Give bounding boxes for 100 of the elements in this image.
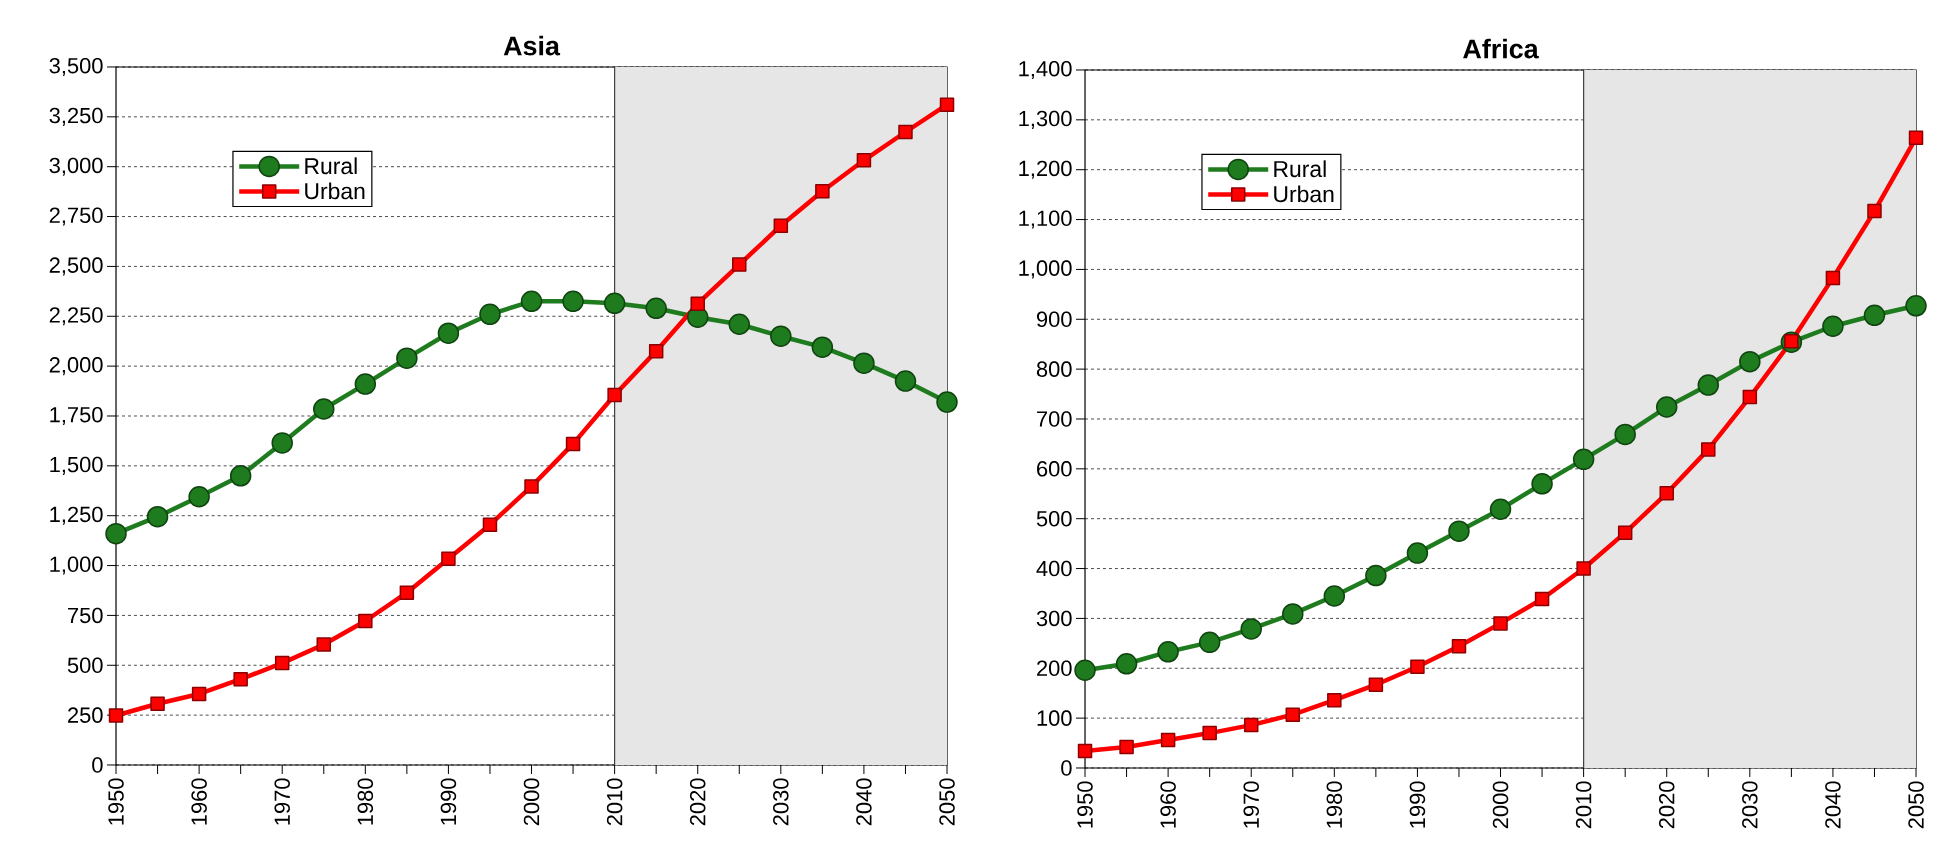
y-tick-label: 1,000 xyxy=(50,556,103,575)
y-tick-label: 1,000 xyxy=(1019,260,1072,279)
point xyxy=(396,347,418,369)
point xyxy=(690,296,705,311)
point xyxy=(1822,315,1844,337)
point xyxy=(773,218,789,233)
point xyxy=(1406,542,1429,564)
point xyxy=(354,373,377,395)
x-tick-label: 1960 xyxy=(191,778,207,825)
point xyxy=(1240,618,1262,640)
point xyxy=(1157,641,1179,663)
y-tick-label: 600 xyxy=(1037,461,1072,477)
point xyxy=(358,613,373,629)
point xyxy=(1742,389,1758,405)
point xyxy=(524,479,539,494)
point xyxy=(936,391,958,413)
y-tick-label: 1,750 xyxy=(50,406,103,426)
point xyxy=(482,517,498,532)
y-tick-label: 500 xyxy=(1036,510,1072,527)
point xyxy=(1077,743,1093,759)
point xyxy=(728,313,751,335)
x-tick-label: 2040 xyxy=(856,778,872,826)
point xyxy=(146,505,169,528)
legend-label: Rural xyxy=(1274,160,1326,178)
legend-label: Urban xyxy=(1274,185,1334,203)
x-tick-label: 2010 xyxy=(1575,781,1592,829)
y-tick-label: 3,250 xyxy=(49,107,103,126)
point xyxy=(732,257,747,272)
point xyxy=(479,303,501,326)
point xyxy=(520,290,543,313)
point xyxy=(1160,732,1176,748)
y-tick-label: 900 xyxy=(1036,311,1072,328)
x-tick-label: 2020 xyxy=(1658,781,1675,829)
point xyxy=(1368,677,1384,692)
point xyxy=(105,522,127,545)
point xyxy=(770,325,792,347)
y-tick-label: 0 xyxy=(92,757,103,773)
legend-label: Rural xyxy=(305,157,357,175)
chart-title: Asia xyxy=(503,35,561,56)
x-tick-label: 1950 xyxy=(1077,781,1093,828)
point xyxy=(191,686,207,702)
point xyxy=(1534,591,1550,607)
point xyxy=(1701,442,1716,457)
y-tick-label: 0 xyxy=(1061,760,1072,776)
y-tick-label: 1,250 xyxy=(50,506,103,525)
point xyxy=(441,551,456,567)
point xyxy=(1655,396,1678,418)
point xyxy=(1489,498,1512,520)
point xyxy=(645,297,667,320)
y-tick-label: 2,250 xyxy=(49,307,103,326)
point xyxy=(898,124,913,140)
x-tick-label: 1970 xyxy=(1243,781,1259,828)
y-tick-label: 1,100 xyxy=(1019,210,1072,229)
chart-title: Africa xyxy=(1463,38,1539,59)
x-tick-label: 2030 xyxy=(773,778,789,826)
y-tick-label: 300 xyxy=(1036,610,1072,627)
x-tick-label: 1990 xyxy=(1409,781,1426,828)
x-tick-label: 2020 xyxy=(689,778,706,826)
y-tick-label: 1,200 xyxy=(1019,160,1072,179)
x-tick-label: 2000 xyxy=(1492,781,1509,829)
point xyxy=(939,97,955,112)
point xyxy=(1410,659,1425,675)
point xyxy=(1327,692,1342,708)
point xyxy=(853,352,875,374)
point xyxy=(233,671,248,687)
point xyxy=(1531,473,1553,495)
y-tick-label: 400 xyxy=(1036,560,1072,577)
point xyxy=(1905,295,1927,317)
point xyxy=(1576,561,1591,576)
x-tick-label: 2050 xyxy=(939,778,955,826)
point xyxy=(274,655,290,671)
y-tick-label: 2,000 xyxy=(49,357,103,376)
point xyxy=(811,336,834,358)
y-tick-label: 800 xyxy=(1036,361,1072,377)
y-tick-label: 100 xyxy=(1037,710,1072,726)
point xyxy=(1697,374,1720,396)
y-tick-label: 2,750 xyxy=(49,207,103,226)
point xyxy=(188,486,210,508)
x-tick-label: 1950 xyxy=(108,778,124,825)
point xyxy=(603,292,626,315)
y-tick-label: 1,400 xyxy=(1019,60,1072,80)
x-tick-label: 2030 xyxy=(1742,781,1758,829)
y-tick-label: 3,500 xyxy=(49,57,103,77)
point xyxy=(1115,653,1138,675)
legend-label: Urban xyxy=(305,182,365,200)
point xyxy=(399,585,415,600)
point xyxy=(437,322,460,344)
point xyxy=(1867,203,1882,219)
point xyxy=(1198,631,1221,654)
point xyxy=(1493,616,1508,631)
y-tick-label: 500 xyxy=(67,657,103,674)
point xyxy=(271,432,293,454)
point xyxy=(856,153,872,168)
point xyxy=(1659,486,1674,501)
point xyxy=(150,696,165,712)
point xyxy=(1365,564,1387,587)
point xyxy=(313,398,335,420)
point xyxy=(316,637,332,652)
x-tick-label: 2040 xyxy=(1825,781,1841,829)
y-tick-label: 750 xyxy=(68,607,103,624)
